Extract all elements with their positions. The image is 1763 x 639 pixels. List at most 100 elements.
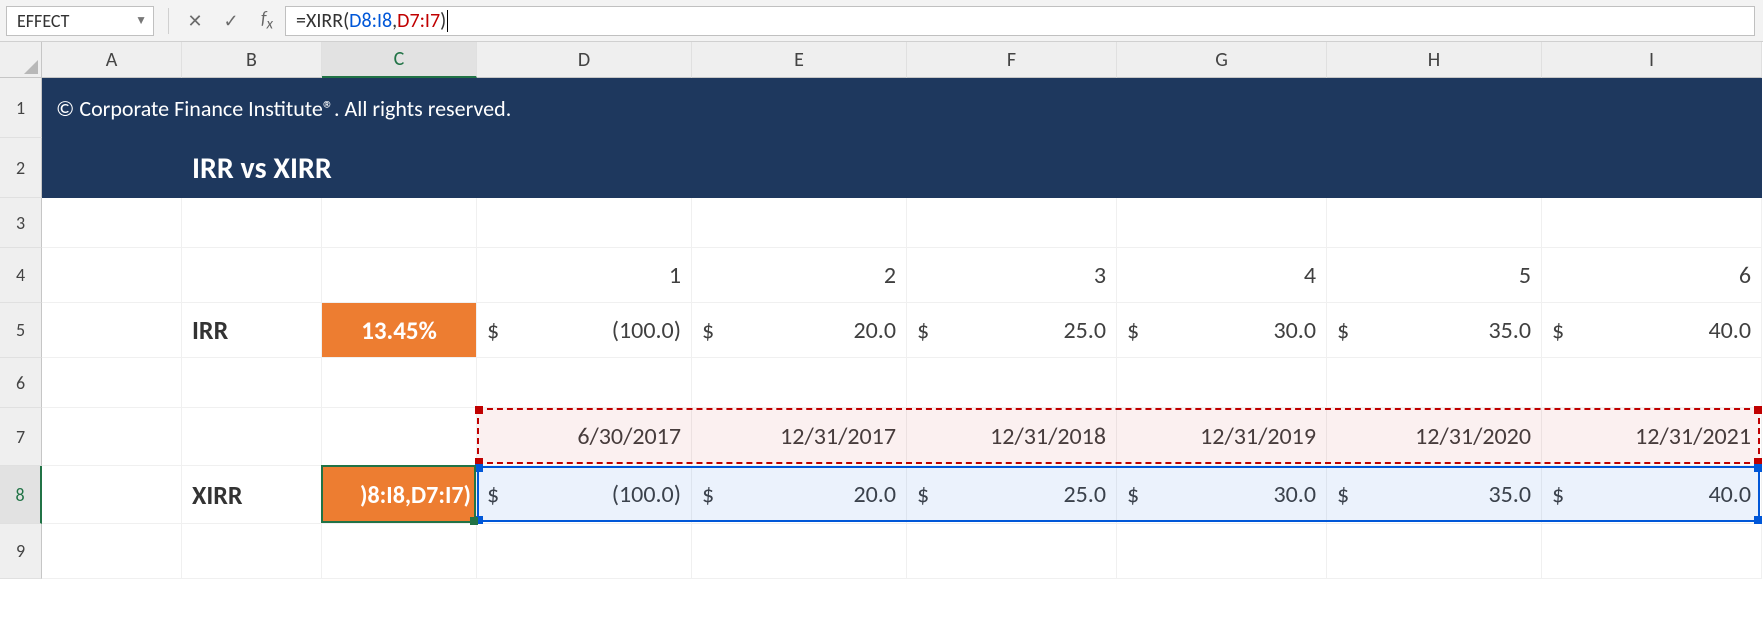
date-cell[interactable]: 12/31/2021 — [1542, 408, 1762, 466]
irr-result[interactable]: 13.45% — [322, 303, 477, 358]
caret-icon — [447, 10, 448, 32]
cell[interactable] — [182, 408, 322, 466]
row-header-9[interactable]: 9 — [0, 524, 42, 579]
date-cell[interactable]: 12/31/2019 — [1117, 408, 1327, 466]
cell[interactable] — [322, 408, 477, 466]
column-header-C[interactable]: C — [322, 42, 477, 78]
cell[interactable] — [182, 248, 322, 303]
period-number[interactable]: 2 — [692, 248, 907, 303]
banner-copyright: © Corporate Finance Institute®. All righ… — [42, 78, 1762, 138]
cell[interactable] — [1117, 198, 1327, 248]
formula-input[interactable]: =XIRR(D8:I8,D7:I7) — [285, 6, 1755, 36]
row-header-2[interactable]: 2 — [0, 138, 42, 198]
cell[interactable] — [1542, 198, 1762, 248]
xirr-cashflow[interactable]: $40.0 — [1542, 466, 1762, 524]
row-header-8[interactable]: 8 — [0, 466, 42, 524]
cell[interactable] — [1327, 358, 1542, 408]
period-number[interactable]: 6 — [1542, 248, 1762, 303]
cell[interactable] — [1117, 358, 1327, 408]
accept-formula-button[interactable]: ✓ — [213, 10, 249, 32]
banner-spacer[interactable] — [42, 138, 182, 198]
cell[interactable] — [42, 466, 182, 524]
cell[interactable] — [42, 408, 182, 466]
date-cell[interactable]: 6/30/2017 — [477, 408, 692, 466]
irr-label[interactable]: IRR — [182, 303, 322, 358]
cell[interactable] — [692, 358, 907, 408]
column-header-D[interactable]: D — [477, 42, 692, 78]
select-all-corner[interactable] — [0, 42, 42, 78]
cell[interactable] — [42, 303, 182, 358]
column-header-E[interactable]: E — [692, 42, 907, 78]
cell[interactable] — [182, 198, 322, 248]
irr-cashflow[interactable]: $40.0 — [1542, 303, 1762, 358]
xirr-cashflow[interactable]: $20.0 — [692, 466, 907, 524]
column-header-I[interactable]: I — [1542, 42, 1762, 78]
cell[interactable] — [42, 524, 182, 579]
cell[interactable] — [907, 358, 1117, 408]
cell[interactable] — [477, 198, 692, 248]
cell[interactable] — [1327, 198, 1542, 248]
cell[interactable] — [477, 358, 692, 408]
banner-title: IRR vs XIRR — [182, 138, 1762, 198]
cell-editing-overlay[interactable]: )8:I8,D7:I7) — [324, 468, 475, 522]
grid: ABCDEFGHI © Corporate Finance Institute®… — [42, 42, 1763, 579]
date-cell[interactable]: 12/31/2017 — [692, 408, 907, 466]
period-number[interactable]: 4 — [1117, 248, 1327, 303]
column-header-A[interactable]: A — [42, 42, 182, 78]
irr-cashflow[interactable]: $25.0 — [907, 303, 1117, 358]
cell[interactable] — [322, 524, 477, 579]
irr-cashflow[interactable]: $35.0 — [1327, 303, 1542, 358]
cell[interactable] — [182, 358, 322, 408]
column-headers: ABCDEFGHI — [42, 42, 1763, 78]
row-header-6[interactable]: 6 — [0, 358, 42, 408]
name-box-value: EFFECT — [17, 10, 69, 32]
cell[interactable] — [692, 524, 907, 579]
period-number[interactable]: 5 — [1327, 248, 1542, 303]
cell[interactable] — [322, 198, 477, 248]
cell[interactable] — [1117, 524, 1327, 579]
column-header-H[interactable]: H — [1327, 42, 1542, 78]
separator — [168, 8, 169, 34]
irr-cashflow[interactable]: $(100.0) — [477, 303, 692, 358]
row-header-5[interactable]: 5 — [0, 303, 42, 358]
row-header-4[interactable]: 4 — [0, 248, 42, 303]
cell[interactable] — [477, 524, 692, 579]
cell[interactable] — [907, 198, 1117, 248]
xirr-label[interactable]: XIRR — [182, 466, 322, 524]
cell[interactable] — [322, 358, 477, 408]
cell[interactable] — [42, 198, 182, 248]
fx-button[interactable]: fx — [249, 7, 285, 34]
cell[interactable] — [1542, 524, 1762, 579]
cell[interactable] — [1542, 358, 1762, 408]
cell[interactable] — [322, 248, 477, 303]
xirr-cashflow[interactable]: $25.0 — [907, 466, 1117, 524]
row-header-7[interactable]: 7 — [0, 408, 42, 466]
column-header-F[interactable]: F — [907, 42, 1117, 78]
xirr-cashflow[interactable]: $35.0 — [1327, 466, 1542, 524]
irr-cashflow[interactable]: $20.0 — [692, 303, 907, 358]
name-box-dropdown-icon[interactable]: ▼ — [135, 13, 147, 28]
cell[interactable] — [1327, 524, 1542, 579]
date-cell[interactable]: 12/31/2018 — [907, 408, 1117, 466]
cancel-formula-button[interactable]: ✕ — [177, 10, 213, 32]
spreadsheet: 123456789 ABCDEFGHI © Corporate Finance … — [0, 42, 1763, 579]
cell[interactable] — [907, 524, 1117, 579]
xirr-cashflow[interactable]: $(100.0) — [477, 466, 692, 524]
formula-text-suffix: ) — [440, 9, 446, 33]
row-header-1[interactable]: 1 — [0, 78, 42, 138]
period-number[interactable]: 3 — [907, 248, 1117, 303]
cell[interactable] — [182, 524, 322, 579]
cell[interactable] — [42, 358, 182, 408]
row-header-3[interactable]: 3 — [0, 198, 42, 248]
date-cell[interactable]: 12/31/2020 — [1327, 408, 1542, 466]
xirr-cashflow[interactable]: $30.0 — [1117, 466, 1327, 524]
name-box[interactable]: EFFECT ▼ — [6, 6, 154, 36]
irr-cashflow[interactable]: $30.0 — [1117, 303, 1327, 358]
formula-ref-1: D8:I8 — [349, 9, 392, 33]
column-header-G[interactable]: G — [1117, 42, 1327, 78]
cell[interactable] — [42, 248, 182, 303]
column-header-B[interactable]: B — [182, 42, 322, 78]
row-headers: 123456789 — [0, 42, 42, 579]
cell[interactable] — [692, 198, 907, 248]
period-number[interactable]: 1 — [477, 248, 692, 303]
